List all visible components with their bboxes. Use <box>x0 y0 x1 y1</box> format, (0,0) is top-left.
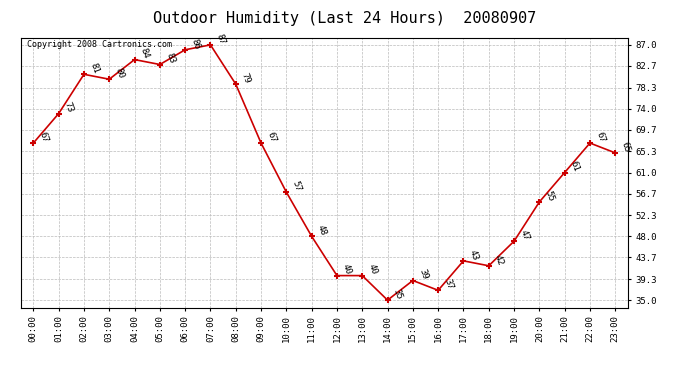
Text: Outdoor Humidity (Last 24 Hours)  20080907: Outdoor Humidity (Last 24 Hours) 2008090… <box>153 11 537 26</box>
Text: 40: 40 <box>341 263 353 276</box>
Text: 35: 35 <box>392 288 404 301</box>
Text: 39: 39 <box>417 268 429 281</box>
Text: 48: 48 <box>316 224 328 237</box>
Text: 86: 86 <box>189 37 201 50</box>
Text: 61: 61 <box>569 160 581 173</box>
Text: 87: 87 <box>215 32 227 45</box>
Text: 73: 73 <box>63 101 75 114</box>
Text: 57: 57 <box>290 180 303 193</box>
Text: 84: 84 <box>139 47 151 60</box>
Text: 67: 67 <box>37 130 50 144</box>
Text: 67: 67 <box>594 130 607 144</box>
Text: 55: 55 <box>544 189 555 202</box>
Text: 40: 40 <box>366 263 379 276</box>
Text: 47: 47 <box>518 229 531 242</box>
Text: 37: 37 <box>442 278 455 291</box>
Text: 83: 83 <box>164 52 176 65</box>
Text: 80: 80 <box>113 67 126 80</box>
Text: 43: 43 <box>468 248 480 261</box>
Text: 67: 67 <box>265 130 277 144</box>
Text: 79: 79 <box>240 72 252 85</box>
Text: 65: 65 <box>620 140 631 153</box>
Text: 42: 42 <box>493 253 505 266</box>
Text: 81: 81 <box>88 62 100 75</box>
Text: Copyright 2008 Cartronics.com: Copyright 2008 Cartronics.com <box>27 40 172 49</box>
